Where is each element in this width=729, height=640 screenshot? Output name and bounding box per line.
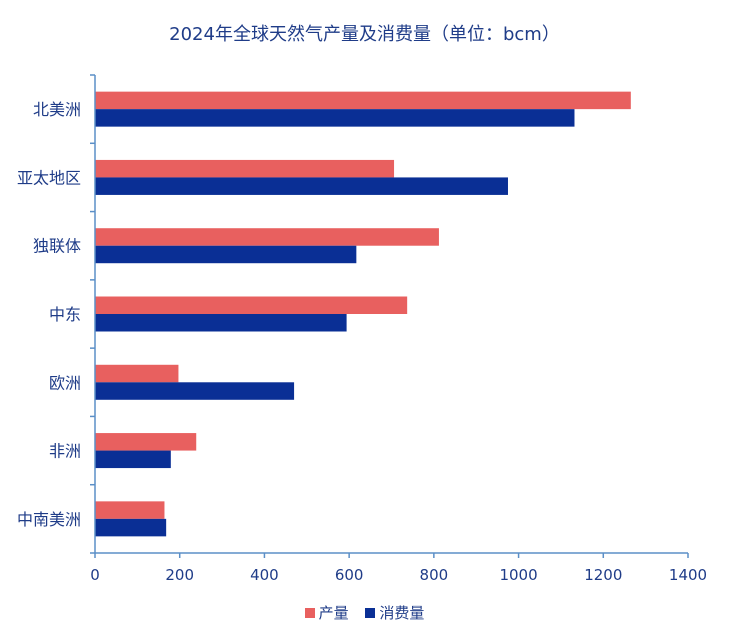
x-tick-label: 1000	[499, 566, 537, 584]
x-tick-label: 800	[420, 566, 449, 584]
category-label: 欧洲	[49, 373, 81, 392]
ticks-group: 0 200 400 600 800 1000 1200 1400	[90, 553, 707, 584]
bars-group	[95, 91, 631, 537]
x-tick-label: 600	[335, 566, 364, 584]
bar-consumption	[95, 450, 171, 469]
category-label: 北美洲	[33, 100, 81, 119]
legend-item-consumption: 消费量	[365, 602, 424, 623]
bar-consumption	[95, 245, 357, 264]
bar-production	[95, 296, 408, 314]
bar-consumption	[95, 314, 347, 332]
legend-label-production: 产量	[318, 604, 349, 622]
bar-production	[95, 501, 165, 519]
axes-group	[90, 74, 688, 554]
x-tick-label: 1200	[584, 566, 622, 584]
category-label: 中东	[49, 305, 81, 324]
bar-production	[95, 433, 197, 451]
bar-consumption	[95, 382, 295, 400]
legend-swatch-consumption	[365, 607, 376, 618]
bar-consumption	[95, 109, 575, 127]
bar-production	[95, 91, 631, 110]
legend: 产量 消费量	[0, 602, 729, 623]
category-label: 亚太地区	[17, 168, 81, 187]
legend-label-consumption: 消费量	[379, 604, 425, 622]
x-tick-label: 0	[90, 566, 100, 584]
x-tick-label: 1400	[669, 566, 707, 584]
bar-consumption	[95, 518, 167, 537]
category-label: 中南美洲	[17, 510, 81, 529]
legend-item-production: 产量	[304, 602, 349, 623]
x-tick-label: 200	[165, 566, 194, 584]
chart-title: 2024年全球天然气产量及消费量（单位：bcm）	[169, 24, 560, 45]
x-tick-label: 400	[250, 566, 279, 584]
bar-consumption	[95, 177, 508, 195]
bar-production	[95, 159, 395, 178]
bar-production	[95, 364, 179, 383]
category-label: 独联体	[33, 237, 81, 256]
category-label: 非洲	[49, 442, 81, 461]
legend-swatch-production	[304, 607, 315, 618]
bar-production	[95, 228, 439, 246]
